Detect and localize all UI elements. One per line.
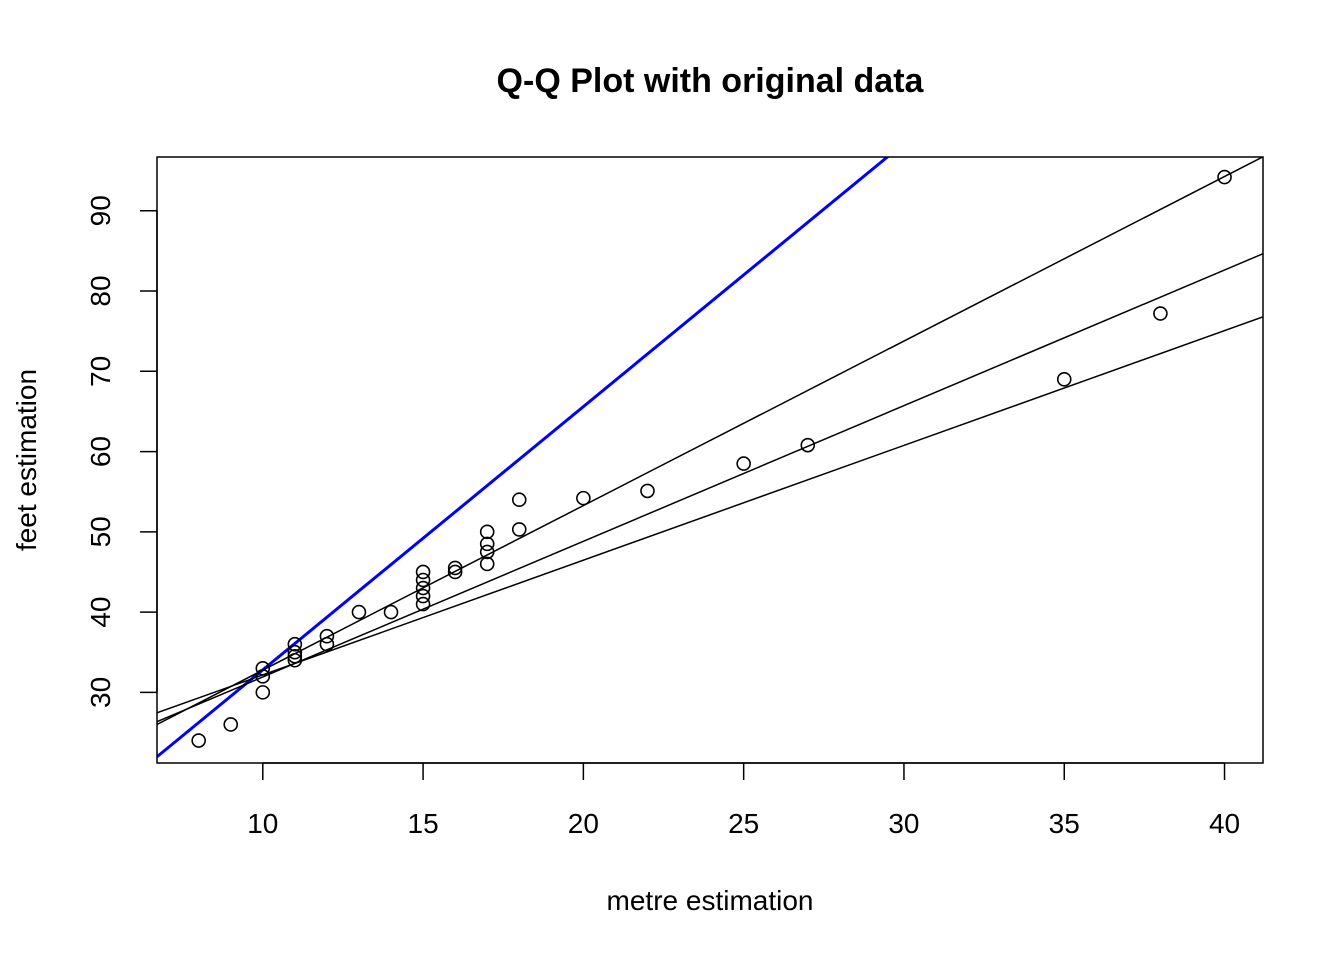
data-point [415,596,431,612]
data-point [255,669,271,684]
data-point [255,685,271,700]
y-axis: 30 40 50 60 70 80 90 [85,195,158,708]
data-point [287,644,303,660]
data-point [1217,169,1232,185]
data-point [479,544,495,560]
data-point [415,588,431,604]
x-tick-label: 10 [247,808,278,839]
data-point [287,648,303,664]
x-tick-label: 15 [408,808,439,839]
reference-lines [157,157,1263,758]
x-tick-label: 40 [1209,808,1240,839]
reference-line-1 [157,157,890,758]
data-points [191,169,1232,748]
y-tick-label: 90 [85,195,116,226]
y-tick-label: 60 [85,436,116,467]
data-point [479,524,495,540]
x-tick-label: 20 [568,808,599,839]
y-tick-label: 70 [85,356,116,387]
data-point [415,580,431,596]
reference-line-3 [157,253,1263,723]
data-point [479,536,495,552]
y-axis-label: feet estimation [11,369,42,551]
x-axis: 10 15 20 25 30 35 40 [247,762,1240,839]
data-point [736,456,751,471]
reference-line-2 [157,157,1263,726]
data-point [255,660,271,676]
data-point [1153,306,1168,321]
data-point [223,717,239,732]
y-tick-label: 80 [85,275,116,306]
data-point [383,604,399,620]
data-point [447,560,463,576]
data-point [511,522,527,537]
data-point [640,483,655,499]
y-tick-label: 50 [85,516,116,547]
data-point [415,564,431,580]
data-point [319,628,335,644]
plot-frame [156,156,1264,764]
x-axis-label: metre estimation [607,885,814,916]
data-point [1056,372,1072,387]
data-point [576,490,591,506]
reference-line-4 [157,316,1263,714]
y-tick-label: 40 [85,597,116,628]
data-point [415,572,431,588]
data-point [287,652,303,668]
data-point [447,564,463,580]
data-point [511,492,527,508]
x-tick-label: 30 [888,808,919,839]
data-point [287,636,303,652]
x-tick-label: 35 [1049,808,1080,839]
data-point [800,437,816,453]
data-point [319,636,335,652]
data-point [191,733,206,748]
x-tick-label: 25 [728,808,759,839]
chart-title: Q-Q Plot with original data [497,62,925,100]
data-point [479,556,495,572]
data-point [351,604,367,620]
y-tick-label: 30 [85,677,116,708]
